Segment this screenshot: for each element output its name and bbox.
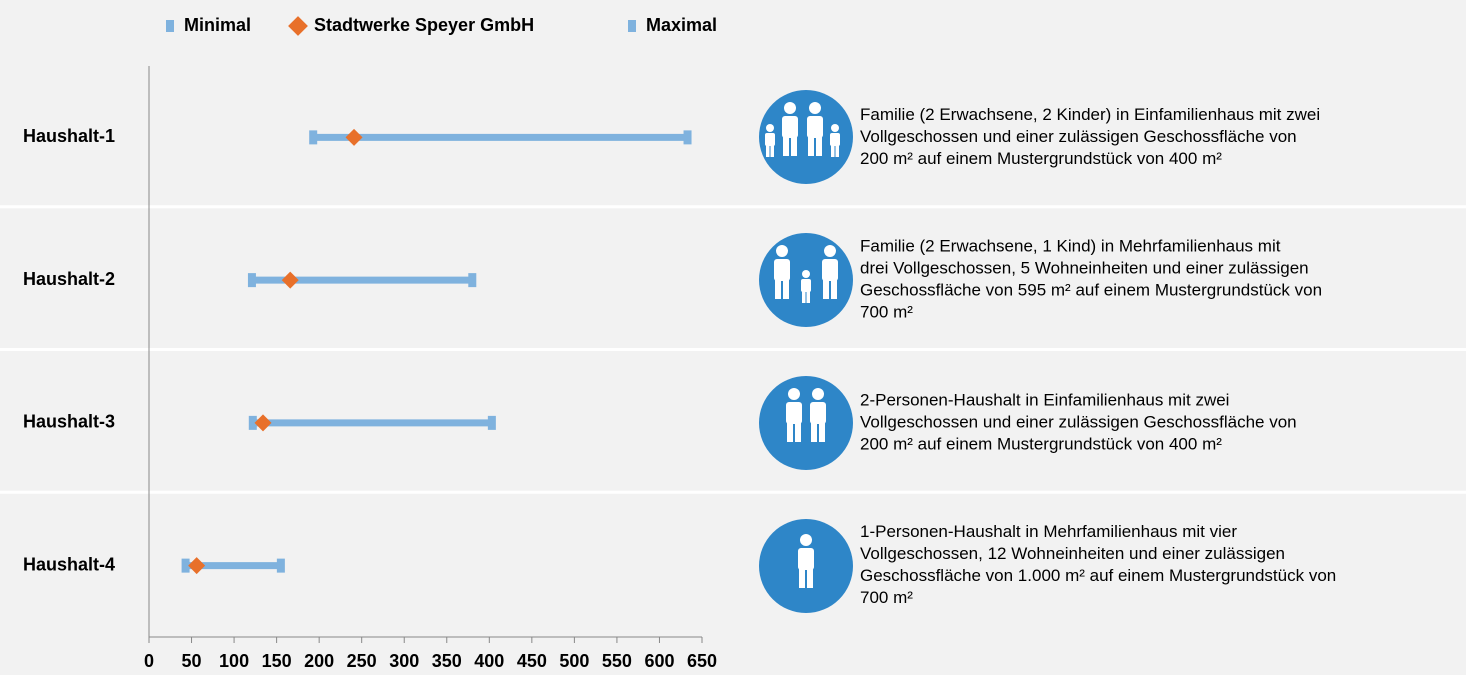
range-bar <box>251 276 473 284</box>
x-tick-label: 600 <box>644 651 674 671</box>
x-tick-label: 550 <box>602 651 632 671</box>
legend-marker <box>628 20 636 32</box>
marker <box>188 557 206 575</box>
max-cap <box>487 415 496 430</box>
description-line: 200 m² auf einem Mustergrundstück von 40… <box>860 149 1222 168</box>
marker <box>281 271 299 289</box>
description-line: Vollgeschossen und einer zulässigen Gesc… <box>860 412 1297 431</box>
marker <box>254 414 272 432</box>
marker <box>345 128 363 146</box>
description-line: 1-Personen-Haushalt in Mehrfamilienhaus … <box>860 522 1237 541</box>
legend-label: Minimal <box>184 15 251 35</box>
x-tick-label: 200 <box>304 651 334 671</box>
x-tick-label: 350 <box>432 651 462 671</box>
x-tick-label: 400 <box>474 651 504 671</box>
legend-label: Maximal <box>646 15 717 35</box>
description-line: Geschossfläche von 595 m² auf einem Must… <box>860 281 1322 300</box>
icons <box>759 90 853 613</box>
description-line: 2-Personen-Haushalt in Einfamilienhaus m… <box>860 390 1229 409</box>
x-tick-label: 450 <box>517 651 547 671</box>
description-line: 200 m² auf einem Mustergrundstück von 40… <box>860 434 1222 453</box>
legend-marker <box>166 20 174 32</box>
description-line: drei Vollgeschossen, 5 Wohneinheiten und… <box>860 259 1309 278</box>
y-tick-label: Haushalt-4 <box>23 554 115 574</box>
x-tick-label: 300 <box>389 651 419 671</box>
description-line: Vollgeschossen und einer zulässigen Gesc… <box>860 127 1297 146</box>
legend-marker <box>288 16 308 36</box>
description-line: 700 m² <box>860 303 913 322</box>
x-tick-label: 650 <box>687 651 717 671</box>
min-cap <box>248 415 257 430</box>
min-cap <box>309 130 318 145</box>
min-cap <box>247 273 256 288</box>
description-line: Familie (2 Erwachsene, 2 Kinder) in Einf… <box>860 105 1320 124</box>
y-tick-label: Haushalt-1 <box>23 126 115 146</box>
x-tick-label: 100 <box>219 651 249 671</box>
x-tick-label: 150 <box>262 651 292 671</box>
description-line: 700 m² <box>860 588 913 607</box>
max-cap <box>468 273 477 288</box>
x-tick-label: 500 <box>559 651 589 671</box>
range-bar <box>252 419 492 427</box>
max-cap <box>683 130 692 145</box>
description-line: Vollgeschossen, 12 Wohneinheiten und ein… <box>860 544 1285 563</box>
max-cap <box>276 558 285 573</box>
x-tick-label: 0 <box>144 651 154 671</box>
range-bar <box>313 133 688 141</box>
range-bar <box>185 562 281 570</box>
y-tick-label: Haushalt-2 <box>23 269 115 289</box>
y-tick-label: Haushalt-3 <box>23 412 115 432</box>
legend-label: Stadtwerke Speyer GmbH <box>314 15 534 35</box>
x-tick-label: 250 <box>347 651 377 671</box>
min-cap <box>181 558 190 573</box>
x-tick-label: 50 <box>182 651 202 671</box>
description-line: Geschossfläche von 1.000 m² auf einem Mu… <box>860 566 1336 585</box>
description-line: Familie (2 Erwachsene, 1 Kind) in Mehrfa… <box>860 237 1281 256</box>
